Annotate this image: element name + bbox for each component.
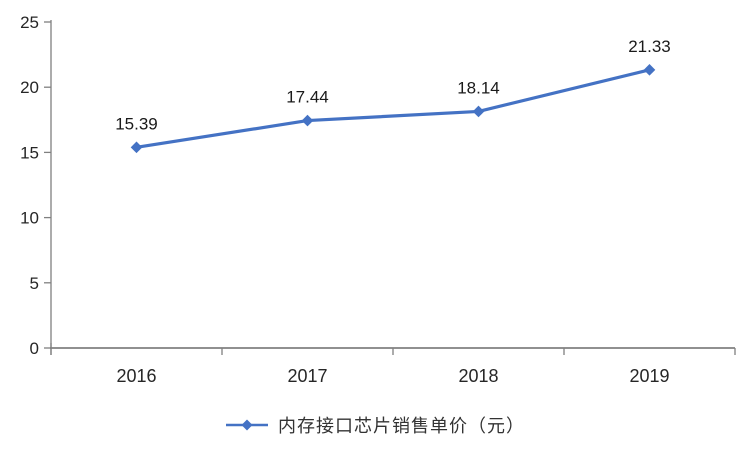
data-point-marker [472, 105, 485, 118]
y-tick-label: 15 [20, 143, 39, 162]
legend-label: 内存接口芯片销售单价（元） [278, 416, 525, 436]
legend-line-marker-icon [226, 419, 268, 431]
legend: 内存接口芯片销售单价（元） [0, 400, 750, 450]
y-tick-label: 5 [30, 274, 39, 293]
data-point-label: 15.39 [115, 114, 158, 133]
x-category-label: 2017 [287, 366, 327, 386]
y-tick-label: 25 [20, 13, 39, 32]
x-category-label: 2016 [116, 366, 156, 386]
data-point-marker [301, 114, 314, 127]
data-point-label: 18.14 [457, 78, 500, 97]
data-point-marker [643, 64, 656, 76]
data-point-label: 21.33 [628, 37, 671, 56]
data-point-label: 17.44 [286, 88, 329, 107]
plot-area: 0 5 10 15 20 25 2016 2017 2018 2019 15.39 17.44 18.1… [20, 13, 736, 386]
y-tick-label: 20 [20, 78, 39, 97]
series-line [136, 68, 650, 149]
x-category-label: 2019 [629, 366, 669, 386]
data-point-marker [130, 141, 143, 154]
y-tick-label: 10 [20, 209, 39, 228]
x-category-label: 2018 [458, 366, 498, 386]
y-tick-label: 0 [30, 339, 39, 358]
